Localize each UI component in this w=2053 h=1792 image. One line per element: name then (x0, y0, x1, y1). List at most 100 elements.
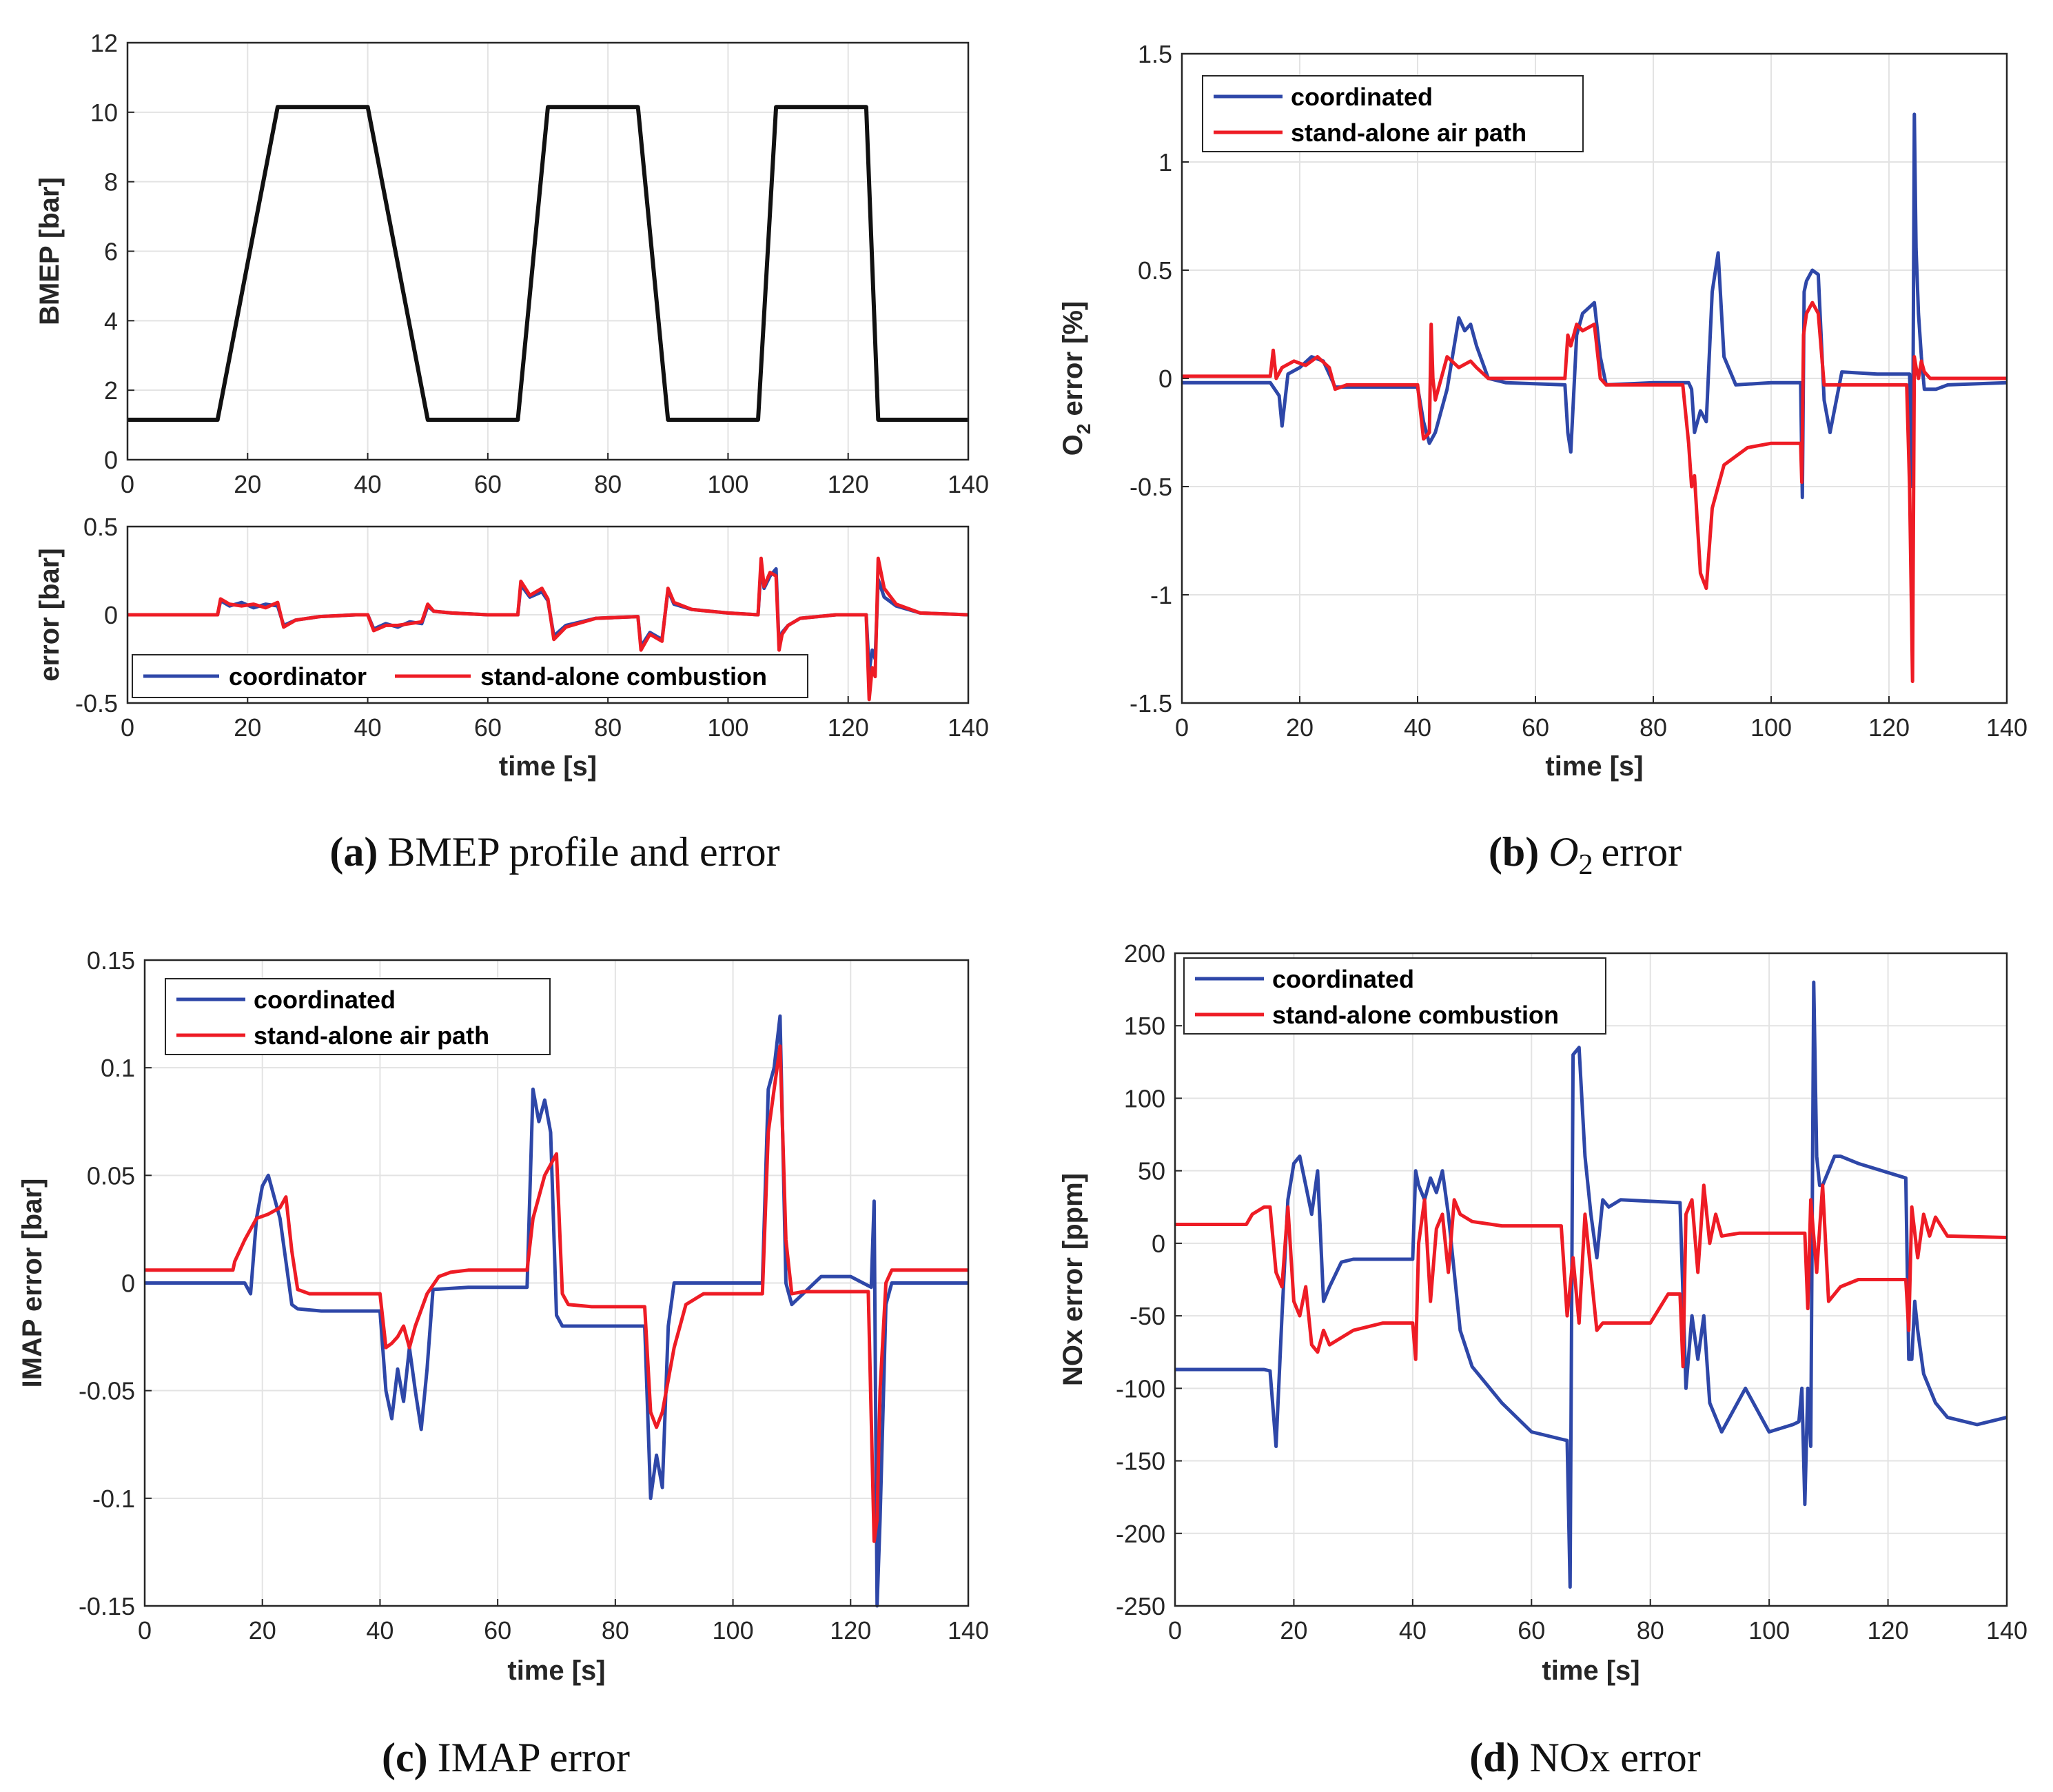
caption-b: (b) O2 error (1489, 829, 1682, 881)
y-tick-label: 0 (104, 601, 118, 629)
caption-b-italic: O (1549, 829, 1578, 875)
x-tick-label: 120 (828, 470, 869, 498)
panel-c-imap-error-chart: 0 20 40 60 80 100 120 140 -0.15 -0.1 -0.05 0 0.05 0.1… (17, 946, 989, 1686)
x-tick-label: 0 (121, 470, 134, 498)
caption-d-letter: (d) (1469, 1735, 1520, 1780)
series-line-coordinated (1175, 980, 2008, 1589)
x-tick-label: 100 (713, 1616, 754, 1645)
series-line-stand-alone-combustion (1175, 1183, 2008, 1369)
x-tick-label: 40 (354, 470, 382, 498)
legend-label: stand-alone air path (1291, 119, 1526, 147)
x-tick-label: 140 (948, 470, 989, 498)
y-axis-label: BMEP [bar] (34, 177, 65, 325)
caption-c: (c) IMAP error (382, 1735, 630, 1780)
legend-label: coordinated (1272, 965, 1414, 993)
y-tick-label: -0.05 (79, 1377, 135, 1405)
x-axis-label: time [s] (1542, 1656, 1640, 1686)
y-axis-label: NOx error [ppm] (1058, 1173, 1088, 1386)
x-tick-label: 20 (249, 1616, 276, 1645)
y-tick-label: 0.5 (83, 513, 118, 541)
x-tick-label: 20 (234, 713, 261, 742)
legend-box (1202, 75, 1584, 152)
x-tick-label: 40 (1404, 713, 1431, 742)
panel-b-o2-error-chart: 0 20 40 60 80 100 120 140 -1.5 -1 -0.5 0 0.5 1 1.5 O2 e… (1058, 40, 2028, 782)
x-tick-label: 0 (138, 1616, 152, 1645)
panel-d-nox-error-chart: 0 20 40 60 80 100 120 140 -250 -200 -150 -100 -50 0 50… (1058, 939, 2028, 1686)
legend-box (1183, 957, 1606, 1035)
x-tick-label: 80 (1637, 1616, 1664, 1645)
y-tick-label: -200 (1116, 1520, 1165, 1548)
x-tick-label: 140 (1986, 713, 2028, 742)
y-tick-label: -50 (1130, 1302, 1165, 1330)
x-tick-label: 60 (474, 713, 502, 742)
x-tick-label: 40 (1399, 1616, 1427, 1645)
caption-d-text: NOx error (1530, 1735, 1701, 1780)
x-tick-label: 120 (1868, 1616, 1909, 1645)
x-tick-label: 140 (948, 713, 989, 742)
x-tick-label: 40 (366, 1616, 394, 1645)
panel-a-bmep-profile-chart: 0 20 40 60 80 100 120 140 0 2 4 6 8 10 12 BMEP [bar] (34, 29, 989, 498)
series-line-coordinated (145, 1014, 968, 1608)
y-tick-label: 4 (104, 307, 118, 335)
legend-label: coordinator (229, 662, 367, 691)
x-tick-label: 100 (707, 713, 748, 742)
y-axis-label: error [bar] (34, 548, 65, 681)
x-tick-label: 80 (1640, 713, 1667, 742)
legend-label: stand-alone combustion (480, 662, 767, 691)
series-line-stand-alone-combustion (127, 556, 969, 702)
y-axis-label: O2 error [%] (1058, 301, 1094, 456)
legend: coordinated stand-alone air path (1202, 75, 1584, 152)
caption-b-letter: (b) (1489, 829, 1539, 875)
x-tick-label: 80 (594, 713, 622, 742)
caption-d: (d) NOx error (1469, 1735, 1701, 1780)
y-tick-label: 0 (121, 1270, 135, 1298)
x-tick-label: 80 (602, 1616, 629, 1645)
y-tick-label: 0.1 (101, 1054, 135, 1082)
x-tick-label: 20 (234, 470, 261, 498)
x-tick-label: 100 (707, 470, 748, 498)
series-line-coordinated (1182, 112, 2008, 500)
x-tick-label: 0 (1168, 1616, 1182, 1645)
y-tick-label: 1.5 (1138, 40, 1172, 68)
caption-c-letter: (c) (382, 1735, 428, 1780)
caption-b-sub: 2 (1579, 849, 1593, 881)
y-tick-label: 0.15 (87, 946, 135, 975)
y-tick-label: 8 (104, 168, 118, 196)
axes-frame (143, 959, 970, 1607)
y-tick-label: 1 (1158, 148, 1172, 176)
legend-box (165, 978, 551, 1055)
y-tick-label: 100 (1124, 1084, 1165, 1112)
legend: coordinated stand-alone air path (165, 978, 551, 1055)
x-axis-label: time [s] (499, 751, 597, 782)
series-line-bmep (127, 105, 968, 422)
caption-a-text: BMEP profile and error (387, 829, 779, 875)
x-tick-label: 60 (1522, 713, 1549, 742)
y-tick-label: -100 (1116, 1374, 1165, 1403)
axes-frame (1174, 952, 2008, 1607)
y-tick-label: 0 (104, 446, 118, 474)
x-axis-label: time [s] (1545, 751, 1643, 782)
x-tick-label: 40 (354, 713, 382, 742)
y-tick-label: 0 (1158, 365, 1172, 393)
y-tick-label: -0.5 (75, 689, 118, 717)
y-tick-label: 12 (90, 29, 118, 57)
legend: coordinated stand-alone combustion (1183, 957, 1606, 1035)
caption-a-letter: (a) (329, 829, 378, 875)
y-tick-label: 2 (104, 376, 118, 405)
caption-a: (a) BMEP profile and error (329, 829, 779, 875)
axes-frame (126, 41, 970, 461)
y-tick-label: -150 (1116, 1447, 1165, 1476)
y-tick-label: 10 (90, 99, 118, 127)
x-tick-label: 120 (828, 713, 869, 742)
legend-label: coordinated (1291, 83, 1433, 111)
y-tick-label: 0.5 (1138, 256, 1172, 285)
y-tick-label: 0.05 (87, 1161, 135, 1190)
x-tick-label: 60 (484, 1616, 511, 1645)
y-tick-label: -1 (1150, 581, 1172, 609)
x-tick-label: 120 (830, 1616, 871, 1645)
y-tick-label: -0.5 (1130, 473, 1172, 501)
x-tick-label: 20 (1280, 1616, 1307, 1645)
x-tick-label: 80 (594, 470, 622, 498)
x-tick-label: 100 (1750, 713, 1792, 742)
